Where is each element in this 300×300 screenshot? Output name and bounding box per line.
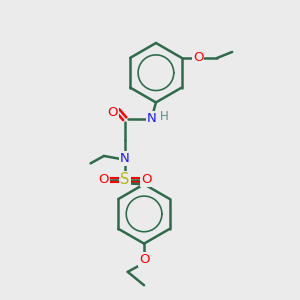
Text: S: S (120, 172, 129, 187)
Text: N: N (147, 112, 156, 125)
Text: O: O (193, 51, 203, 64)
Text: O: O (98, 173, 109, 186)
Text: O: O (107, 106, 118, 119)
Text: H: H (160, 110, 168, 123)
Text: O: O (141, 173, 152, 186)
Text: N: N (120, 152, 130, 165)
Text: O: O (139, 253, 149, 266)
